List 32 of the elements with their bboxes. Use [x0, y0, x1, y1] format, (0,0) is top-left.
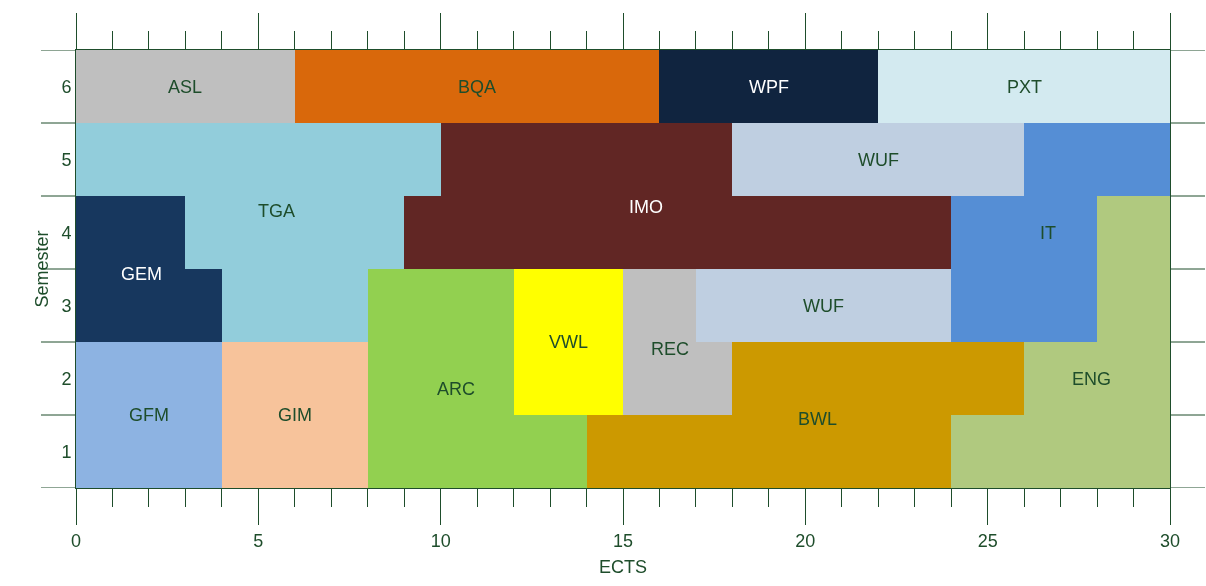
series-label: REC — [651, 339, 690, 359]
series-label: TGA — [258, 201, 296, 221]
series-label: WUF — [858, 150, 899, 170]
series-label: PXT — [1007, 77, 1043, 97]
y-tick-label: 5 — [61, 149, 72, 170]
x-tick-label: 10 — [430, 530, 451, 551]
x-tick-label: 30 — [1159, 530, 1181, 551]
x-tick-label: 20 — [795, 530, 816, 551]
series-label: ENG — [1072, 369, 1112, 389]
y-tick-label: 2 — [61, 368, 72, 389]
x-tick-label: 5 — [253, 530, 264, 551]
y-tick-label: 4 — [61, 222, 72, 243]
series-label: BWL — [798, 409, 838, 429]
series-label: ARC — [437, 379, 476, 399]
series-label: IT — [1040, 223, 1056, 243]
series-label: GEM — [121, 264, 163, 284]
series-label: IMO — [629, 197, 663, 217]
x-tick-label: 15 — [612, 530, 634, 551]
x-axis-title: ECTS — [598, 556, 648, 577]
series-label: BQA — [458, 77, 497, 97]
series-label: VWL — [549, 332, 589, 352]
y-tick-label: 3 — [61, 295, 72, 316]
y-axis-title: Semester — [31, 230, 52, 308]
y-tick-label: 6 — [61, 76, 72, 97]
series-label: GIM — [278, 405, 312, 425]
series-label: WUF — [803, 296, 844, 316]
series-label: ASL — [168, 77, 203, 97]
y-tick-label: 1 — [61, 441, 72, 462]
x-tick-label: 25 — [977, 530, 998, 551]
series-label: GFM — [129, 405, 169, 425]
x-tick-label: 0 — [70, 530, 82, 551]
series-label: WPF — [749, 77, 789, 97]
